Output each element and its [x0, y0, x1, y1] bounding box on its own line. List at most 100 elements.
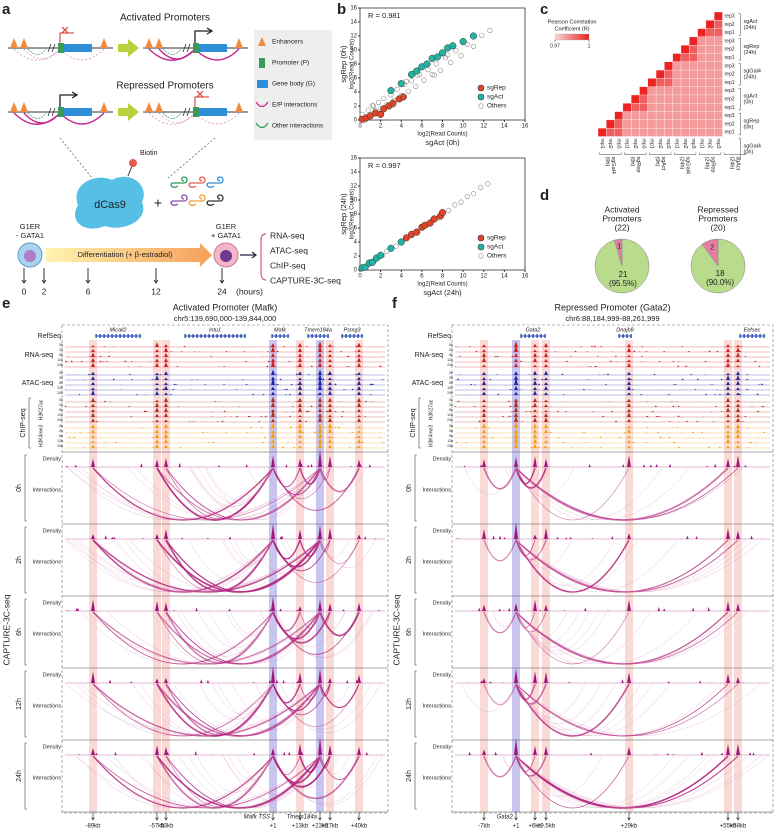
exon — [275, 334, 277, 338]
heatmap-cell — [647, 86, 657, 96]
exon — [287, 334, 289, 338]
interaction-arc — [135, 467, 321, 521]
exon — [220, 334, 222, 338]
interaction-arc — [515, 539, 615, 586]
row-timepoint: 12h — [57, 358, 63, 362]
interaction-arc — [78, 539, 321, 593]
interaction-arc — [272, 611, 321, 640]
heatmap-cell — [672, 78, 682, 87]
cell-label: + GATA1 — [211, 231, 241, 240]
point — [397, 80, 405, 88]
colorbar — [554, 33, 590, 41]
heatmap-cell — [655, 119, 665, 129]
point — [413, 228, 421, 236]
gene-label: Psmg3 — [343, 327, 361, 333]
promoter — [58, 43, 64, 53]
site-label: -57kb — [149, 824, 165, 830]
point — [425, 66, 431, 73]
interaction-arc — [515, 611, 734, 665]
point — [369, 102, 375, 108]
heatmap-cell — [705, 20, 715, 29]
point — [464, 193, 470, 200]
exon — [204, 334, 206, 338]
block-timepoint: 6h — [406, 628, 413, 636]
track-frame — [451, 324, 774, 814]
density-signal — [468, 738, 755, 755]
exon — [747, 334, 749, 338]
track-label: Density — [43, 744, 62, 750]
track-label: RNA-seq — [415, 352, 444, 359]
interaction-arc — [107, 611, 321, 665]
point — [387, 87, 395, 95]
site-arrow — [318, 812, 322, 821]
exon — [345, 334, 347, 338]
interaction-arc — [515, 755, 748, 809]
bracket — [414, 454, 417, 522]
row-timepoint: 6h — [449, 408, 453, 412]
track-label: CAPTURE-3C-seq — [1, 594, 11, 665]
track-label: Density — [433, 528, 452, 534]
sgrna — [170, 176, 188, 188]
interaction-arc — [267, 467, 274, 477]
h3k27ac-signal — [453, 399, 765, 407]
interaction-arc — [515, 467, 630, 521]
col-label: rep1 — [674, 139, 680, 149]
col-group-label: sgAct — [660, 157, 666, 171]
exon — [188, 334, 190, 338]
site-gene-label: Gata2 — [497, 815, 514, 821]
interaction-arc — [515, 755, 547, 777]
y-tick-label: 8 — [354, 62, 358, 68]
track-label: ChIP-seq — [410, 408, 417, 437]
point — [408, 70, 416, 79]
interaction-arc — [515, 683, 722, 737]
point — [368, 258, 376, 266]
interaction-arc — [515, 755, 768, 809]
row-timepoint: 6h — [59, 408, 63, 412]
annotation: R = 0.997 — [368, 161, 401, 170]
point — [387, 244, 395, 252]
site-label: +55kb — [720, 824, 737, 830]
heatmap-cell — [647, 78, 657, 87]
exon — [228, 334, 230, 338]
time-arrow — [21, 268, 27, 284]
row-timepoint: 12h — [57, 413, 63, 417]
interaction-arc — [515, 467, 690, 521]
heatmap-cell — [639, 111, 648, 121]
group-bracket — [649, 152, 672, 155]
plus: + — [154, 195, 162, 211]
row-timepoint: 24h — [57, 391, 63, 395]
row-timepoint: 2h — [449, 429, 453, 433]
row-group-label: sgRep — [744, 44, 760, 50]
rna-signal — [91, 359, 382, 367]
row-timepoint: 2h — [59, 376, 63, 380]
interaction-arc — [81, 611, 274, 665]
exon — [95, 334, 97, 338]
interaction-arc — [464, 467, 517, 495]
point — [448, 59, 454, 66]
legend-enhancer — [258, 37, 266, 46]
rna-signal — [454, 341, 743, 347]
heatmap-cell — [680, 69, 690, 79]
site-label: +13kb — [292, 824, 309, 830]
sgrna — [206, 176, 224, 188]
exon — [107, 334, 109, 338]
heatmap-cell — [697, 61, 707, 71]
row-timepoint: 2h — [449, 348, 453, 352]
row-timepoint: 12h — [57, 439, 63, 443]
density-signal — [470, 599, 740, 611]
other-arc — [27, 112, 47, 119]
exon — [353, 334, 355, 338]
heatmap-cell — [705, 78, 715, 87]
exon — [127, 334, 129, 338]
exon — [528, 334, 530, 338]
sgrna — [188, 176, 206, 188]
point — [453, 48, 459, 54]
atac-signal — [64, 383, 362, 390]
legend-text: Gene body (G) — [272, 81, 315, 88]
interaction-arc — [72, 539, 274, 593]
x-tick-label: 0 — [358, 274, 362, 280]
exon — [244, 334, 246, 338]
heatmap-cell — [664, 94, 673, 104]
exon — [279, 334, 281, 338]
col-label: rep2 — [657, 139, 663, 149]
